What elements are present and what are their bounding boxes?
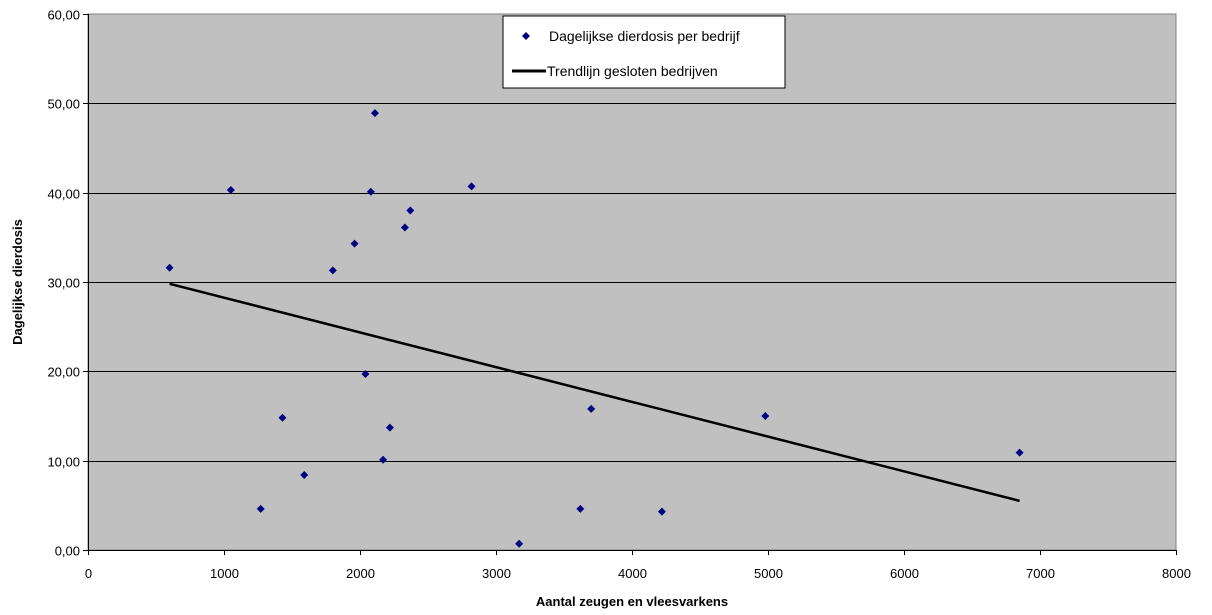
data-point <box>370 109 379 118</box>
data-point <box>385 423 394 432</box>
data-points <box>165 109 1024 548</box>
data-point <box>361 370 370 379</box>
x-tick-label: 1000 <box>210 566 239 581</box>
y-tick-label: 60,00 <box>47 8 80 23</box>
data-point <box>350 239 359 248</box>
x-tick-label: 5000 <box>754 566 783 581</box>
y-axis-title: Dagelijkse dierdosis <box>10 219 25 345</box>
legend-box <box>502 15 786 89</box>
data-point <box>226 185 235 194</box>
data-point <box>1015 448 1024 457</box>
data-point <box>379 455 388 464</box>
data-point <box>400 223 409 232</box>
trendline-layer <box>169 282 1020 503</box>
x-tick-label: 3000 <box>482 566 511 581</box>
data-point <box>165 263 174 272</box>
data-point <box>587 404 596 413</box>
gridlines <box>88 103 1176 462</box>
x-axis-ticks: 0 1000 2000 3000 4000 5000 6000 7000 8000 <box>85 550 1191 581</box>
y-tick-label: 20,00 <box>47 365 80 380</box>
legend-label-series-1: Dagelijkse dierdosis per bedrijf <box>549 28 740 44</box>
legend-marker-diamond <box>522 32 530 40</box>
x-tick-label: 6000 <box>890 566 919 581</box>
data-point <box>328 266 337 275</box>
x-tick-label: 8000 <box>1162 566 1191 581</box>
x-tick-label: 2000 <box>346 566 375 581</box>
trendline <box>169 282 1020 503</box>
data-point <box>761 412 770 420</box>
data-point <box>278 413 287 422</box>
legend-label-series-2: Trendlijn gesloten bedrijven <box>547 63 718 79</box>
x-axis-title: Aantal zeugen en vleesvarkens <box>536 594 728 609</box>
data-point <box>366 187 375 196</box>
data-point <box>406 206 415 215</box>
y-tick-label: 30,00 <box>47 276 80 291</box>
data-point <box>300 470 309 479</box>
data-point <box>576 504 585 513</box>
data-point <box>657 507 666 516</box>
legend: Dagelijkse dierdosis per bedrijf Trendli… <box>502 15 786 89</box>
y-tick-label: 50,00 <box>47 97 80 112</box>
data-point <box>256 504 265 513</box>
y-tick-label: 0,00 <box>55 544 80 559</box>
y-axis-ticks: 0,00 10,00 20,00 30,00 40,00 50,00 60,00 <box>47 8 88 559</box>
data-point <box>467 182 476 191</box>
data-point <box>515 539 524 548</box>
x-tick-label: 7000 <box>1026 566 1055 581</box>
y-tick-label: 10,00 <box>47 455 80 470</box>
x-tick-label: 4000 <box>618 566 647 581</box>
y-tick-label: 40,00 <box>47 187 80 202</box>
x-tick-label: 0 <box>85 566 92 581</box>
